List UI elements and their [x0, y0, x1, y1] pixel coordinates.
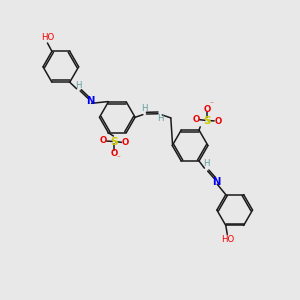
Text: HO: HO — [41, 34, 54, 43]
Text: HO: HO — [221, 235, 234, 244]
Text: O: O — [214, 117, 222, 126]
Text: O: O — [110, 149, 118, 158]
Text: H: H — [158, 114, 164, 123]
Text: O: O — [192, 115, 200, 124]
Text: O: O — [203, 105, 210, 114]
Text: O: O — [99, 136, 107, 145]
Text: H: H — [202, 160, 209, 169]
Text: S: S — [110, 137, 118, 147]
Text: O: O — [122, 138, 129, 147]
Text: H: H — [141, 104, 148, 113]
Text: ⁻: ⁻ — [117, 155, 121, 161]
Text: S: S — [203, 116, 211, 126]
Text: N: N — [86, 96, 94, 106]
Text: ⁻: ⁻ — [210, 101, 214, 107]
Text: H: H — [75, 81, 82, 90]
Text: N: N — [212, 177, 220, 187]
